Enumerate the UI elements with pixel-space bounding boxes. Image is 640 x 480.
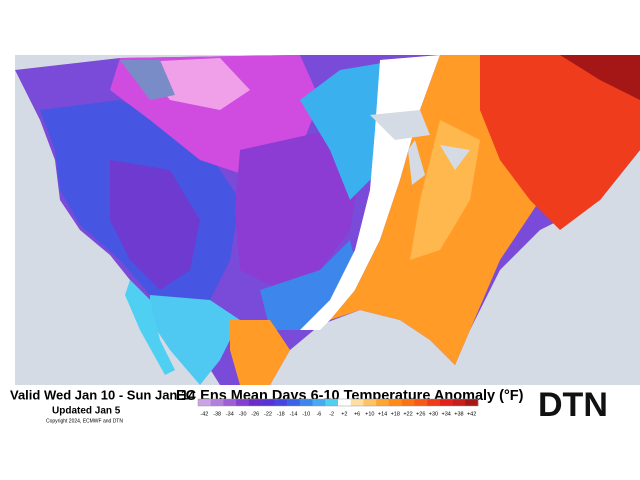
colorbar-label: +26: [416, 411, 425, 417]
colorbar-swatch: [363, 399, 377, 406]
colorbar-swatch: [299, 399, 313, 406]
colorbar-label: +18: [391, 411, 400, 417]
colorbar-label: -10: [302, 411, 310, 417]
colorbar-label: +22: [403, 411, 412, 417]
colorbar-label: +30: [429, 411, 438, 417]
colorbar-swatch: [401, 399, 415, 406]
colorbar-swatch: [274, 399, 288, 406]
colorbar-swatch: [261, 399, 275, 406]
colorbar-swatch: [439, 399, 453, 406]
colorbar-label: +6: [354, 411, 360, 417]
valid-dates: Valid Wed Jan 10 - Sun Jan 14: [10, 387, 196, 402]
colorbar-swatch: [248, 399, 262, 406]
colorbar-swatch: [388, 399, 402, 406]
footer-strip: [0, 385, 640, 430]
colorbar-label: +14: [378, 411, 387, 417]
colorbar-swatch: [198, 399, 212, 406]
colorbar-swatch: [338, 399, 352, 406]
copyright: Copyright 2024, ECMWF and DTN: [46, 418, 123, 424]
colorbar-label: +38: [454, 411, 463, 417]
colorbar-label: -26: [251, 411, 259, 417]
colorbar-label: -34: [226, 411, 234, 417]
colorbar-label: +34: [442, 411, 451, 417]
updated-date: Updated Jan 5: [52, 406, 121, 417]
colorbar-swatch: [236, 399, 250, 406]
colorbar-label: -30: [239, 411, 247, 417]
colorbar-label: -38: [213, 411, 221, 417]
colorbar-label: +2: [341, 411, 347, 417]
colorbar-swatch: [325, 399, 339, 406]
colorbar-swatch: [414, 399, 428, 406]
colorbar-swatch: [452, 399, 466, 406]
colorbar-label: -18: [277, 411, 285, 417]
colorbar-label: -2: [329, 411, 334, 417]
colorbar-swatch: [427, 399, 441, 406]
colorbar: -42 -38 -34 -30 -26 -22 -18 -14 -10 -6 -2 +2 +6 +10 +1…: [197, 398, 479, 417]
colorbar-swatch: [350, 399, 364, 406]
logo: DTN: [538, 386, 608, 424]
colorbar-swatch: [376, 399, 390, 406]
colorbar-swatch: [465, 399, 479, 406]
colorbar-swatch: [287, 399, 301, 406]
colorbar-label: -22: [264, 411, 272, 417]
colorbar-label: -42: [200, 411, 208, 417]
colorbar-label: -14: [289, 411, 297, 417]
colorbar-swatch: [312, 399, 326, 406]
colorbar-swatch: [210, 399, 224, 406]
map: [15, 55, 640, 385]
colorbar-label: +42: [467, 411, 476, 417]
colorbar-label: +10: [365, 411, 374, 417]
colorbar-frame: [197, 398, 479, 407]
colorbar-swatch: [223, 399, 237, 406]
colorbar-label: -6: [316, 411, 321, 417]
